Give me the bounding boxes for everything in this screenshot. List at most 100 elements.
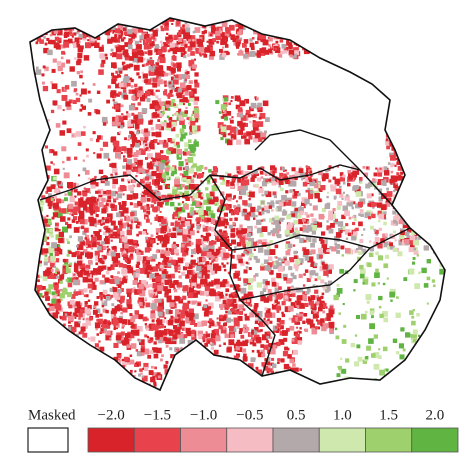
raster-cell <box>206 333 210 338</box>
raster-cell <box>189 120 196 127</box>
raster-cell <box>37 340 41 343</box>
raster-cell <box>414 190 420 197</box>
raster-cell <box>204 377 209 382</box>
raster-cell <box>268 44 271 47</box>
raster-cell <box>405 127 410 132</box>
raster-cell <box>202 226 209 232</box>
raster-cell <box>369 201 375 208</box>
raster-cell <box>199 379 202 382</box>
raster-cell <box>30 203 32 207</box>
raster-cell <box>432 161 438 167</box>
raster-cell <box>311 328 318 335</box>
raster-cell <box>53 202 59 209</box>
raster-cell <box>253 248 256 251</box>
raster-cell <box>177 47 183 52</box>
raster-cell <box>219 199 225 204</box>
raster-cell <box>270 380 276 387</box>
raster-cell <box>189 372 193 375</box>
raster-cell <box>234 392 236 394</box>
raster-cell <box>368 45 372 48</box>
raster-cell <box>314 43 318 47</box>
raster-cell <box>426 259 431 264</box>
raster-cell <box>243 278 248 283</box>
raster-cell <box>32 346 37 351</box>
raster-cell <box>150 303 157 310</box>
raster-cell <box>35 24 42 31</box>
raster-cell <box>75 391 78 394</box>
raster-cell <box>372 27 378 33</box>
raster-cell <box>380 238 385 243</box>
raster-cell <box>410 119 414 123</box>
raster-cell <box>141 279 147 285</box>
raster-cell <box>206 222 209 225</box>
raster-cell <box>291 36 294 39</box>
raster-cell <box>271 277 276 283</box>
raster-cell <box>391 46 395 51</box>
raster-cell <box>153 100 158 105</box>
raster-cell <box>444 219 445 225</box>
raster-cell <box>204 383 210 388</box>
raster-cell <box>427 146 431 151</box>
raster-cell <box>39 395 41 397</box>
raster-cell <box>77 256 80 259</box>
raster-cell <box>82 20 85 23</box>
raster-cell <box>95 220 101 225</box>
raster-cell <box>156 319 159 323</box>
raster-cell <box>113 101 118 106</box>
raster-cell <box>203 305 207 309</box>
raster-cell <box>209 393 213 397</box>
raster-cell <box>377 202 383 208</box>
raster-cell <box>160 106 165 111</box>
raster-cell <box>357 245 363 250</box>
raster-cell <box>77 191 82 196</box>
raster-cell <box>399 90 404 95</box>
raster-cell <box>250 357 256 363</box>
raster-cell <box>135 142 140 148</box>
raster-cell <box>214 366 217 369</box>
raster-cell <box>266 244 271 249</box>
raster-cell <box>438 25 442 29</box>
raster-cell <box>439 131 443 134</box>
raster-cell <box>184 202 188 206</box>
raster-cell <box>228 243 232 247</box>
raster-cell <box>182 257 186 261</box>
raster-cell <box>187 300 191 304</box>
raster-cell <box>258 321 265 327</box>
raster-cell <box>55 310 60 315</box>
raster-cell <box>388 90 393 95</box>
raster-cell <box>160 274 166 279</box>
raster-cell <box>124 223 128 227</box>
raster-cell <box>233 195 236 198</box>
raster-cell <box>359 198 366 205</box>
raster-cell <box>189 279 192 283</box>
raster-cell <box>389 118 392 121</box>
raster-cell <box>190 207 195 211</box>
raster-cell <box>135 313 141 319</box>
raster-cell <box>372 206 375 209</box>
raster-cell <box>38 293 43 298</box>
raster-cell <box>424 181 428 185</box>
raster-cell <box>132 89 137 94</box>
raster-cell <box>267 21 272 26</box>
raster-cell <box>55 333 59 337</box>
raster-cell <box>99 346 105 352</box>
raster-cell <box>419 179 423 183</box>
raster-cell <box>48 346 53 350</box>
raster-cell <box>422 68 426 72</box>
raster-cell <box>446 295 450 299</box>
raster-cell <box>239 113 244 118</box>
raster-cell <box>221 235 227 242</box>
raster-cell <box>253 21 256 24</box>
raster-cell <box>298 273 303 279</box>
raster-cell <box>33 261 36 264</box>
raster-cell <box>411 188 414 192</box>
raster-cell <box>300 18 305 21</box>
raster-cell <box>177 67 181 72</box>
raster-cell <box>285 234 289 237</box>
raster-cell <box>438 81 441 85</box>
raster-cell <box>313 18 318 23</box>
raster-cell <box>446 150 450 154</box>
raster-cell <box>89 380 93 384</box>
raster-cell <box>142 57 146 61</box>
raster-cell <box>231 295 235 299</box>
